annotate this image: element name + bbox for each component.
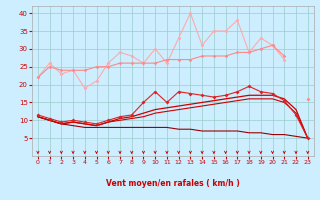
X-axis label: Vent moyen/en rafales ( km/h ): Vent moyen/en rafales ( km/h )	[106, 179, 240, 188]
